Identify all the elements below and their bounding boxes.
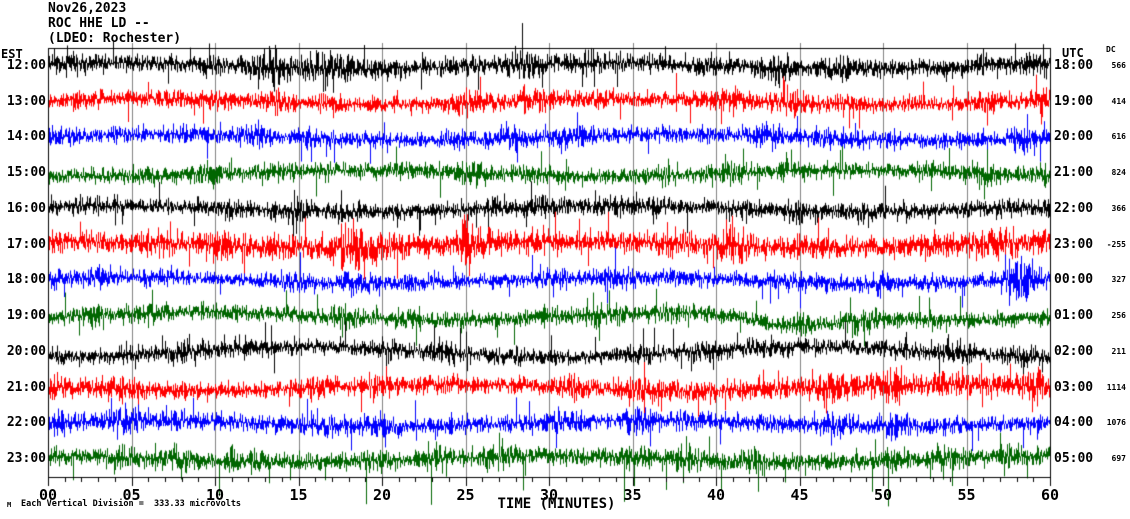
title-date: Nov26,2023 (48, 1, 127, 16)
est-time-label: 15:00 (6, 165, 46, 181)
dc-value: -255 (1106, 239, 1126, 249)
x-tick-label: 35 (623, 486, 642, 504)
est-time-label: 20:00 (6, 343, 46, 359)
right-axis-header-utc: UTC (1062, 46, 1084, 60)
utc-time-label: 01:00 (1054, 308, 1094, 324)
dc-value: 327 (1111, 275, 1126, 285)
utc-time-label: 18:00 (1054, 57, 1094, 73)
dc-value: 566 (1111, 60, 1126, 70)
x-tick-label: 60 (1040, 486, 1060, 504)
x-tick-label: 20 (372, 486, 392, 504)
est-time-label: 14:00 (6, 129, 46, 145)
utc-time-label: 02:00 (1054, 343, 1094, 359)
title-station: ROC HHE LD -- (48, 16, 150, 31)
est-time-label: 17:00 (6, 236, 46, 252)
dc-value: 414 (1111, 96, 1126, 106)
x-tick-label: 25 (456, 486, 475, 504)
x-tick-label: 55 (957, 486, 976, 504)
dc-value: 697 (1111, 454, 1126, 464)
est-time-label: 16:00 (6, 200, 46, 216)
utc-time-label: 23:00 (1054, 236, 1094, 252)
utc-time-label: 20:00 (1054, 129, 1094, 145)
x-tick-label: 05 (122, 486, 141, 504)
utc-time-label: 05:00 (1054, 451, 1094, 467)
x-tick-label: 40 (706, 486, 726, 504)
est-time-label: 13:00 (6, 93, 46, 109)
utc-time-label: 21:00 (1054, 165, 1094, 181)
utc-time-label: 00:00 (1054, 272, 1094, 288)
utc-time-label: 19:00 (1054, 93, 1094, 109)
dc-value: 616 (1111, 132, 1126, 142)
dc-value: 1114 (1106, 382, 1126, 392)
est-time-label: 21:00 (6, 379, 46, 395)
x-tick-label: 00 (38, 486, 58, 504)
x-tick-label: 15 (289, 486, 308, 504)
utc-time-label: 04:00 (1054, 415, 1094, 431)
vertical-division-note: Each Vertical Division = 333.33 microvol… (21, 499, 242, 509)
x-tick-label: 30 (539, 486, 559, 504)
utc-time-label: 03:00 (1054, 379, 1094, 395)
logo-mark: M (7, 501, 12, 509)
x-tick-label: 50 (873, 486, 893, 504)
dc-value: 1076 (1106, 418, 1126, 428)
est-time-label: 23:00 (6, 451, 46, 467)
dc-column-header: DC (1106, 45, 1116, 54)
est-time-label: 12:00 (6, 57, 46, 73)
est-time-label: 19:00 (6, 308, 46, 324)
x-tick-label: 10 (205, 486, 225, 504)
utc-time-label: 22:00 (1054, 200, 1094, 216)
est-time-label: 22:00 (6, 415, 46, 431)
dc-value: 211 (1111, 346, 1126, 356)
est-time-label: 18:00 (6, 272, 46, 288)
dc-value: 256 (1111, 311, 1126, 321)
left-axis-header-est: EST (1, 47, 23, 61)
x-tick-label: 45 (790, 486, 809, 504)
x-axis-title: TIME (MINUTES) (497, 496, 616, 512)
dc-value: 824 (1111, 168, 1126, 178)
title-network: (LDEO: Rochester) (48, 31, 182, 46)
dc-value: 366 (1111, 203, 1126, 213)
